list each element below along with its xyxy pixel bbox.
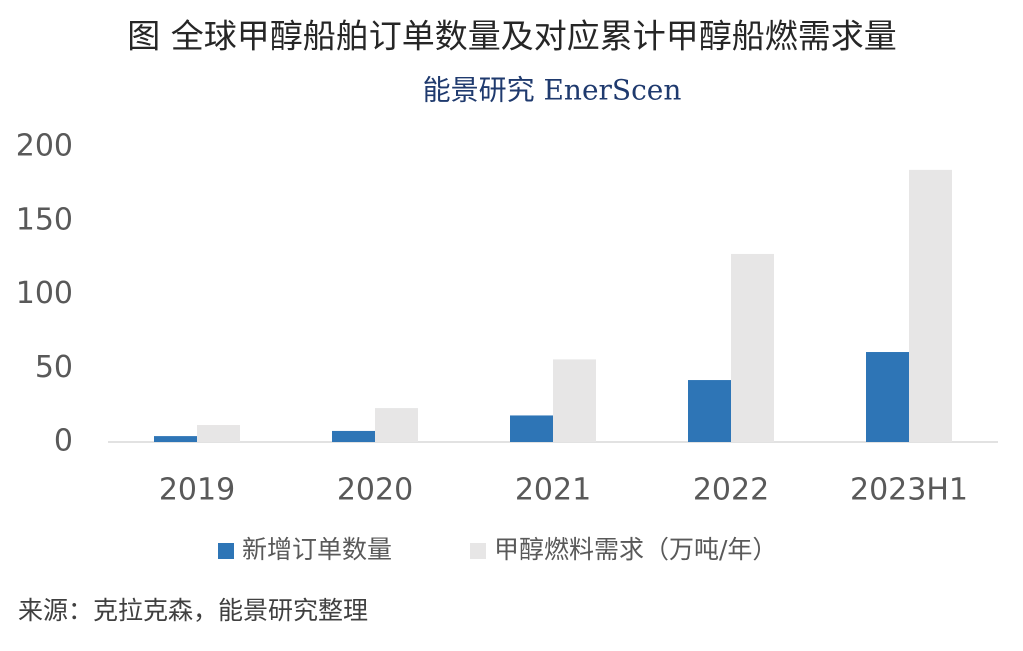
chart-title: 图 全球甲醇船舶订单数量及对应累计甲醇船燃需求量 — [127, 17, 897, 56]
bar — [688, 380, 731, 442]
y-tick-label: 100 — [16, 276, 73, 311]
x-tick-label: 2023H1 — [850, 473, 968, 508]
bar — [332, 430, 375, 442]
bar — [866, 352, 909, 442]
y-tick-label: 200 — [16, 129, 73, 164]
x-tick-label: 2020 — [337, 473, 413, 508]
bar — [909, 169, 952, 443]
legend-swatch — [218, 543, 234, 559]
legend-swatch — [470, 543, 486, 559]
bar — [375, 408, 418, 442]
bar — [553, 359, 596, 442]
y-tick-label: 150 — [16, 202, 73, 237]
x-tick-label: 2021 — [515, 473, 591, 508]
chart-subtitle: 能景研究 EnerScen — [423, 74, 682, 107]
bar — [731, 253, 774, 442]
y-tick-label: 0 — [54, 424, 73, 459]
bar — [510, 415, 553, 442]
bar — [154, 436, 197, 442]
bar — [197, 425, 240, 442]
y-tick-label: 50 — [35, 350, 73, 385]
x-tick-label: 2022 — [693, 473, 769, 508]
legend-label: 新增订单数量 — [242, 535, 392, 564]
legend-label: 甲醇燃料需求（万吨/年） — [494, 535, 777, 564]
x-tick-label: 2019 — [159, 473, 235, 508]
source-note: 来源：克拉克森，能景研究整理 — [18, 596, 368, 625]
